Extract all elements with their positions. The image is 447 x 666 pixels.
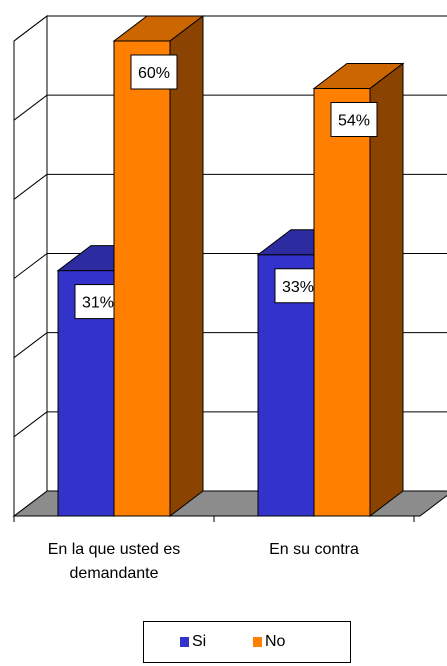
legend-swatch-si — [180, 637, 189, 647]
data-label-box-no-1 — [330, 102, 378, 137]
bars: 31% 60% 33% 54% — [56, 14, 405, 518]
bar-no-0 — [113, 40, 171, 517]
gridline-side — [13, 332, 48, 359]
data-label-si-1: 33% — [282, 279, 314, 296]
x-axis — [13, 515, 420, 522]
legend-swatch-no — [253, 637, 262, 647]
gridline-side — [13, 173, 48, 200]
legend-label-no: No — [265, 633, 286, 650]
bar-side-no-0 — [169, 14, 204, 518]
bar-no-1 — [313, 88, 371, 517]
data-label-box-no-0 — [130, 54, 178, 90]
data-label-no-0: 60% — [138, 65, 170, 82]
data-label-no-1: 54% — [338, 113, 370, 130]
bar-side-no-1 — [369, 62, 404, 518]
legend-item-no: No — [253, 622, 285, 662]
legend: Si No — [143, 621, 351, 663]
gridline-side — [13, 411, 48, 438]
legend-item-si: Si — [180, 622, 206, 662]
gridline-side — [13, 253, 48, 279]
category-label-demandante: En la que usted es demandante — [47, 541, 181, 582]
data-label-si-0: 31% — [82, 295, 114, 312]
gridline-side — [13, 94, 48, 121]
data-label-box-si-1 — [274, 268, 322, 304]
legend-label-si: Si — [192, 633, 207, 650]
category-label-en-su-contra: En su contra — [269, 541, 359, 558]
gridline-side — [13, 15, 48, 42]
